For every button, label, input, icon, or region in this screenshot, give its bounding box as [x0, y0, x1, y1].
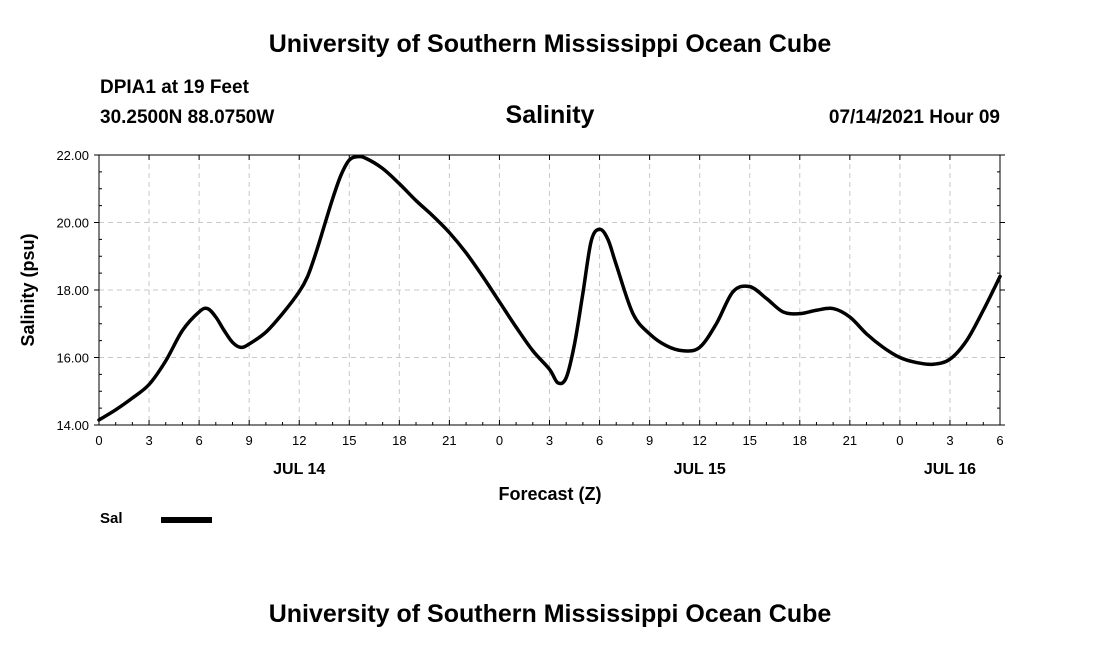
day-label: JUL 15 — [674, 461, 726, 478]
y-tick-label: 20.00 — [56, 216, 89, 231]
page-title: University of Southern Mississippi Ocean… — [268, 30, 832, 58]
day-label: JUL 16 — [924, 461, 976, 478]
x-tick-label: 0 — [496, 433, 503, 448]
x-tick-label: 6 — [996, 433, 1003, 448]
grid-lines — [99, 155, 1000, 425]
station-coordinates: 30.2500N 88.0750W — [100, 107, 275, 128]
salinity-series-line — [97, 154, 1002, 422]
y-tick-label: 18.00 — [56, 283, 89, 298]
x-axis-title: Forecast (Z) — [498, 484, 601, 504]
x-tick-label: 3 — [546, 433, 553, 448]
x-tick-label: 15 — [742, 433, 756, 448]
y-axis-title: Salinity (psu) — [18, 233, 38, 346]
x-tick-label: 9 — [246, 433, 253, 448]
x-tick-label: 3 — [145, 433, 152, 448]
x-tick-label: 12 — [692, 433, 706, 448]
x-tick-label: 0 — [95, 433, 102, 448]
x-tick-label: 18 — [392, 433, 406, 448]
y-tick-label: 22.00 — [56, 148, 89, 163]
x-tick-label: 6 — [596, 433, 603, 448]
y-tick-label: 14.00 — [56, 418, 89, 433]
x-tick-label: 15 — [342, 433, 356, 448]
x-tick-label: 18 — [793, 433, 807, 448]
x-tick-label: 6 — [195, 433, 202, 448]
legend-label: Sal — [100, 510, 123, 527]
axis-labels: 0 3 6 9 12 15 18 21 0 3 6 9 12 15 18 21 0 3 6 14.00 16.00 18.… — [56, 148, 1003, 478]
station-name: DPIA1 at 19 Feet — [100, 77, 249, 98]
forecast-date: 07/14/2021 Hour 09 — [828, 107, 1000, 128]
chart-title: Salinity — [505, 101, 595, 129]
footer-title: University of Southern Mississippi Ocean… — [268, 600, 832, 628]
x-tick-label: 0 — [896, 433, 903, 448]
x-tick-label: 12 — [292, 433, 306, 448]
x-tick-label: 21 — [843, 433, 857, 448]
x-tick-label: 3 — [946, 433, 953, 448]
x-tick-label: 21 — [442, 433, 456, 448]
x-tick-label: 9 — [646, 433, 653, 448]
day-label: JUL 14 — [273, 461, 325, 478]
legend-swatch — [161, 517, 212, 523]
axis-ticks — [94, 154, 1005, 426]
y-tick-label: 16.00 — [56, 351, 89, 366]
